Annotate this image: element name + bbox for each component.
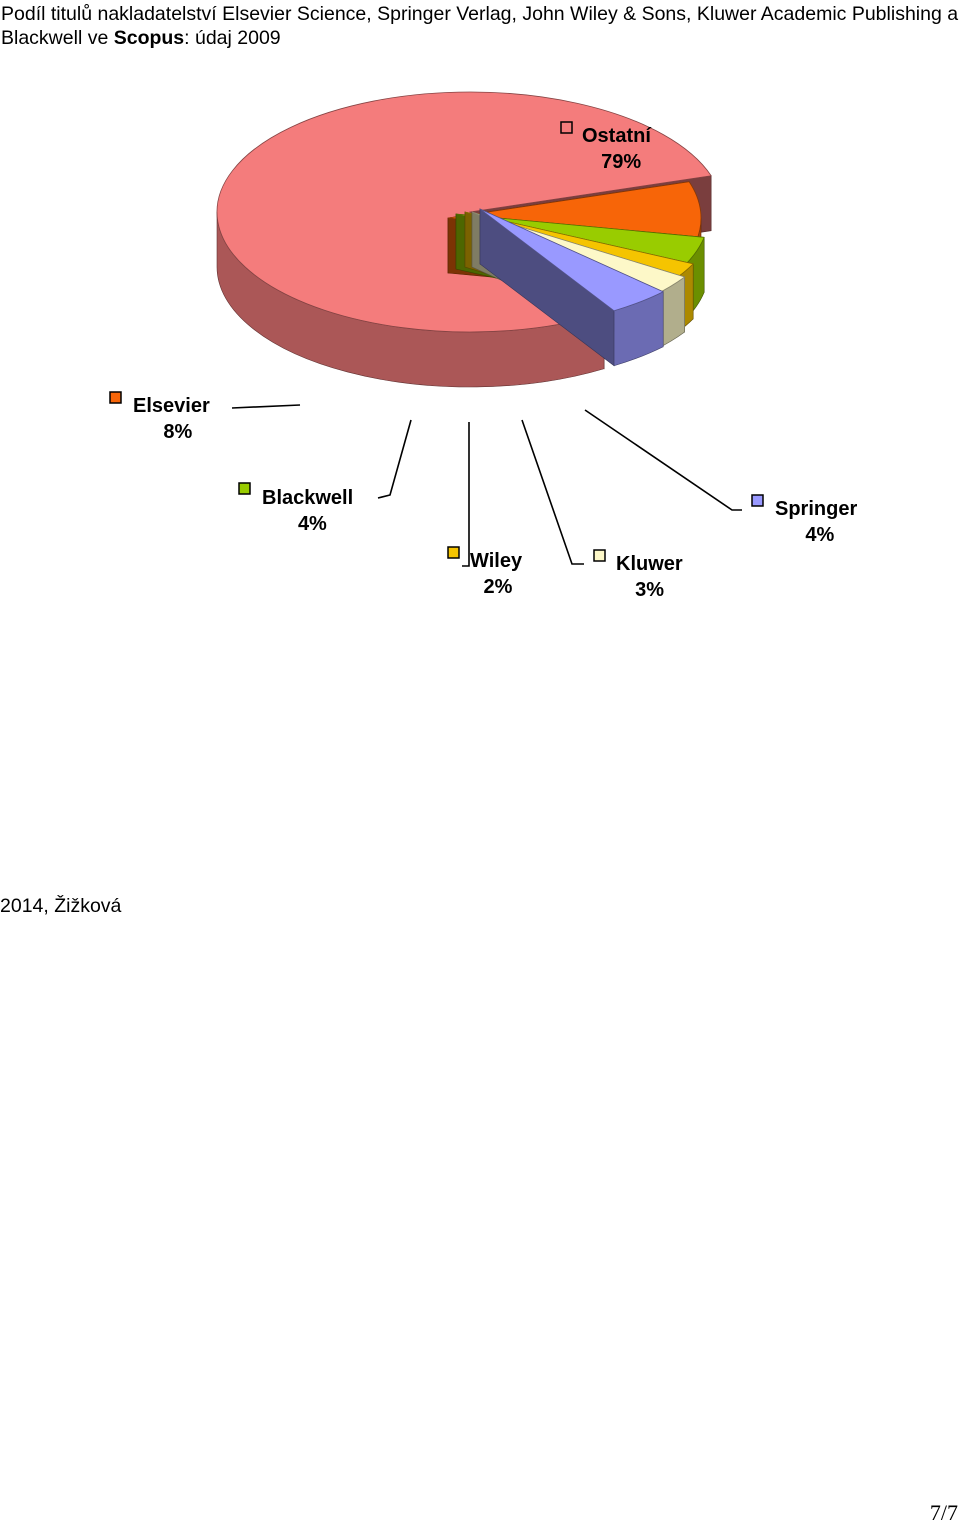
footer-text: 2014, Žižková (0, 895, 122, 917)
slice-label-blackwell: Blackwell (262, 487, 353, 509)
legend-box-ostatni (560, 121, 573, 134)
slice-label-wiley: Wiley (470, 550, 523, 572)
leader-line-wiley (462, 422, 470, 567)
slice-label-ostatni: Ostatní (582, 125, 652, 147)
slice-value-blackwell: 4% (298, 513, 327, 535)
legend-box-springer (751, 494, 764, 507)
pie-chart: Ostatní 79% Elsevier 8% Blackwell 4% Wiley 2% Kl… (109, 91, 857, 601)
title-text: Podíl titulů nakladatelství Elsevier Sci… (1, 3, 959, 49)
slice-value-ostatni: 79% (601, 151, 641, 173)
legend-box-blackwell (238, 482, 251, 495)
leader-line-blackwell (377, 419, 412, 499)
legend-box-kluwer (593, 549, 606, 562)
slice-label-elsevier: Elsevier (133, 395, 210, 417)
slice-value-springer: 4% (805, 524, 834, 546)
slice-value-wiley: 2% (484, 576, 513, 598)
leader-line-elsevier (231, 404, 301, 409)
leader-line-kluwer (521, 419, 584, 565)
page-number: 7/7 (929, 1500, 958, 1525)
slice-value-elsevier: 8% (163, 421, 192, 443)
slice-label-springer: Springer (775, 498, 857, 520)
legend-box-elsevier (109, 391, 122, 404)
slice-value-kluwer: 3% (635, 579, 664, 601)
page-title: Podíl titulů nakladatelství Elsevier Sci… (1, 2, 959, 50)
legend-box-wiley (447, 546, 460, 559)
leader-line-springer (584, 409, 742, 511)
title-bold: Scopus (113, 27, 185, 49)
title-suffix: : údaj 2009 (184, 27, 281, 49)
slice-top-springer (479, 208, 665, 312)
slice-label-kluwer: Kluwer (616, 553, 683, 575)
slice-top-ostatni (216, 91, 712, 333)
